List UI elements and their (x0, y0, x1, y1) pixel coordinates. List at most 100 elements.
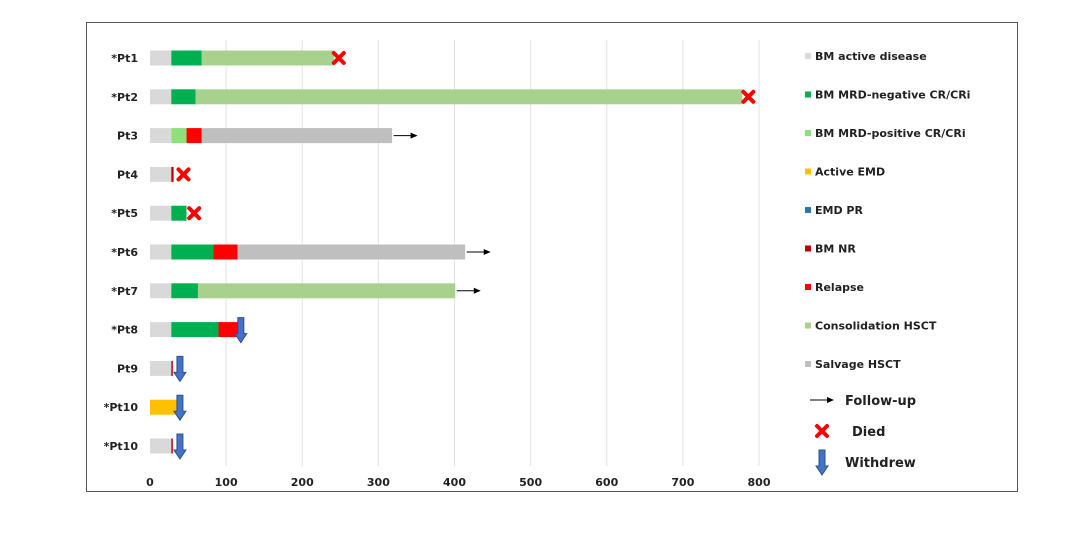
bar-segment-mrd-neg (171, 283, 198, 299)
patient-label: *Pt5 (111, 207, 138, 220)
bar-segment-bm-active (150, 166, 172, 182)
patient-label: *Pt10 (104, 401, 139, 414)
chart-frame (86, 22, 1018, 492)
followup-marker (810, 397, 834, 403)
patient-label: *Pt8 (111, 324, 138, 337)
patient-label: Pt9 (117, 362, 138, 375)
bar-segment-mrd-pos (171, 128, 187, 144)
patient-row (150, 89, 743, 105)
patient-bars (150, 50, 743, 454)
legend-label: BM MRD-positive CR/CRi (815, 127, 966, 140)
bar-segment-salvage (237, 244, 466, 260)
legend-swatch-mrd-neg (805, 91, 811, 98)
died-marker (187, 206, 202, 221)
legend-swatch-bm-active (805, 53, 811, 59)
marker-legend-label: Follow-up (845, 394, 916, 409)
bar-segment-bm-nr (171, 360, 173, 376)
died-stroke (176, 167, 191, 182)
withdrew-arrow (172, 433, 187, 460)
died-stroke (741, 89, 756, 104)
followup-marker (466, 249, 491, 255)
patient-row (150, 322, 238, 338)
marker-legend-label: Withdrew (845, 456, 916, 471)
withdrew-arrow (172, 394, 187, 422)
legend-label: Relapse (815, 281, 864, 294)
bar-segment-bm-active (150, 283, 172, 299)
bar-segment-bm-active (150, 244, 172, 260)
patient-row (150, 50, 335, 66)
outcome-markers (172, 51, 756, 460)
bar-segment-mrd-neg (171, 322, 219, 338)
bar-segment-bm-nr (171, 438, 173, 454)
withdrew-arrow (233, 317, 248, 344)
patient-label: Pt3 (117, 130, 138, 143)
died-marker (331, 51, 346, 65)
followup-marker (393, 132, 418, 139)
followup-head (473, 287, 481, 294)
y-axis-labels: *Pt1 *Pt2 Pt3 Pt4 *Pt5 *Pt6 *Pt7 *Pt8 Pt9 *Pt10 *P… (104, 52, 139, 453)
patient-row (150, 283, 456, 299)
bar-segment-relapse (218, 322, 238, 338)
died-marker (176, 167, 191, 182)
followup-marker (456, 287, 481, 294)
followup-head (483, 249, 491, 255)
x-tick-label: 800 (748, 476, 771, 489)
patient-row (150, 244, 466, 260)
withdrew-marker (233, 317, 248, 344)
died-marker (815, 424, 829, 438)
patient-row (150, 166, 174, 182)
bar-segment-mrd-neg (171, 244, 214, 260)
patient-label: *Pt1 (111, 52, 138, 65)
bar-segment-mrd-neg (171, 89, 196, 105)
x-tick-label: 600 (595, 476, 618, 489)
x-tick-label: 700 (671, 476, 694, 489)
bar-segment-bm-active (150, 128, 172, 144)
patient-row (150, 205, 187, 221)
followup-head (827, 397, 834, 403)
bar-segment-mrd-neg (171, 205, 187, 221)
bar-segment-bm-active (150, 438, 172, 454)
legend-label: EMD PR (815, 204, 863, 217)
patient-row (150, 399, 179, 415)
bar-segment-bm-nr (171, 166, 174, 182)
bar-segment-relapse (213, 244, 238, 260)
patient-row (150, 360, 173, 376)
legend-label: BM MRD-negative CR/CRi (815, 89, 970, 102)
patient-label: *Pt7 (111, 285, 138, 298)
x-tick-label: 100 (215, 476, 238, 489)
withdrew-marker (815, 449, 829, 476)
patient-label: *Pt2 (111, 91, 138, 104)
x-tick-label: 0 (146, 476, 154, 489)
legend-swatch-relapse (805, 284, 811, 290)
bar-segment-bm-active (150, 360, 172, 376)
bar-segment-bm-active (150, 89, 172, 105)
died-stroke (815, 424, 829, 438)
followup-head (410, 132, 418, 139)
died-stroke (331, 51, 346, 65)
bar-segment-consol (195, 89, 743, 105)
legend-label: Salvage HSCT (815, 358, 901, 371)
died-stroke (187, 206, 202, 221)
x-tick-label: 400 (443, 476, 466, 489)
patient-label: Pt4 (117, 168, 138, 181)
legend: BM active disease BM MRD-negative CR/CRi B… (805, 50, 970, 476)
bar-segment-bm-active (150, 205, 172, 221)
bar-segment-salvage (201, 128, 393, 144)
withdrew-marker (172, 355, 187, 383)
withdrew-arrow (815, 449, 829, 476)
legend-swatch-active-emd (805, 168, 811, 175)
x-axis-ticks: 0 100 200 300 400 500 600 700 800 (146, 476, 771, 489)
patient-row (150, 128, 393, 144)
bar-segment-mrd-neg (171, 50, 202, 66)
bar-segment-active-emd (150, 399, 177, 415)
patient-label: *Pt10 (104, 440, 139, 453)
legend-swatch-mrd-pos (805, 130, 811, 136)
legend-label: Active EMD (815, 166, 885, 179)
bar-segment-bm-active (150, 322, 172, 338)
x-tick-label: 500 (519, 476, 542, 489)
died-marker (741, 89, 756, 104)
x-tick-label: 200 (291, 476, 314, 489)
legend-label: BM NR (815, 243, 856, 256)
legend-label: BM active disease (815, 50, 927, 63)
